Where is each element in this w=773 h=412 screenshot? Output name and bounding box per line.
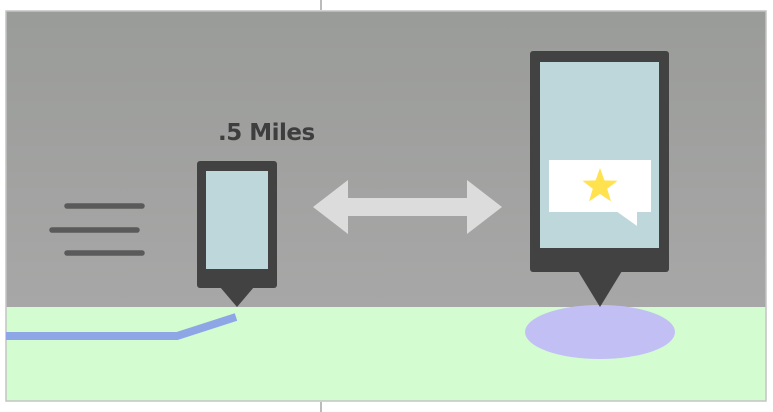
large-device-pointer xyxy=(578,271,622,307)
star-icon xyxy=(582,168,618,202)
large-device-screen xyxy=(540,62,659,248)
small-device-pointer xyxy=(220,287,254,307)
diagram-border xyxy=(5,10,767,402)
speed-lines-icon xyxy=(49,203,145,256)
route-line xyxy=(6,313,238,340)
distance-label: .5 Miles xyxy=(218,120,315,146)
destination-area xyxy=(525,305,675,359)
double-arrow-icon xyxy=(313,180,502,234)
small-device-pin xyxy=(197,161,277,307)
small-device-screen xyxy=(206,171,268,269)
large-device-pin xyxy=(530,51,669,307)
